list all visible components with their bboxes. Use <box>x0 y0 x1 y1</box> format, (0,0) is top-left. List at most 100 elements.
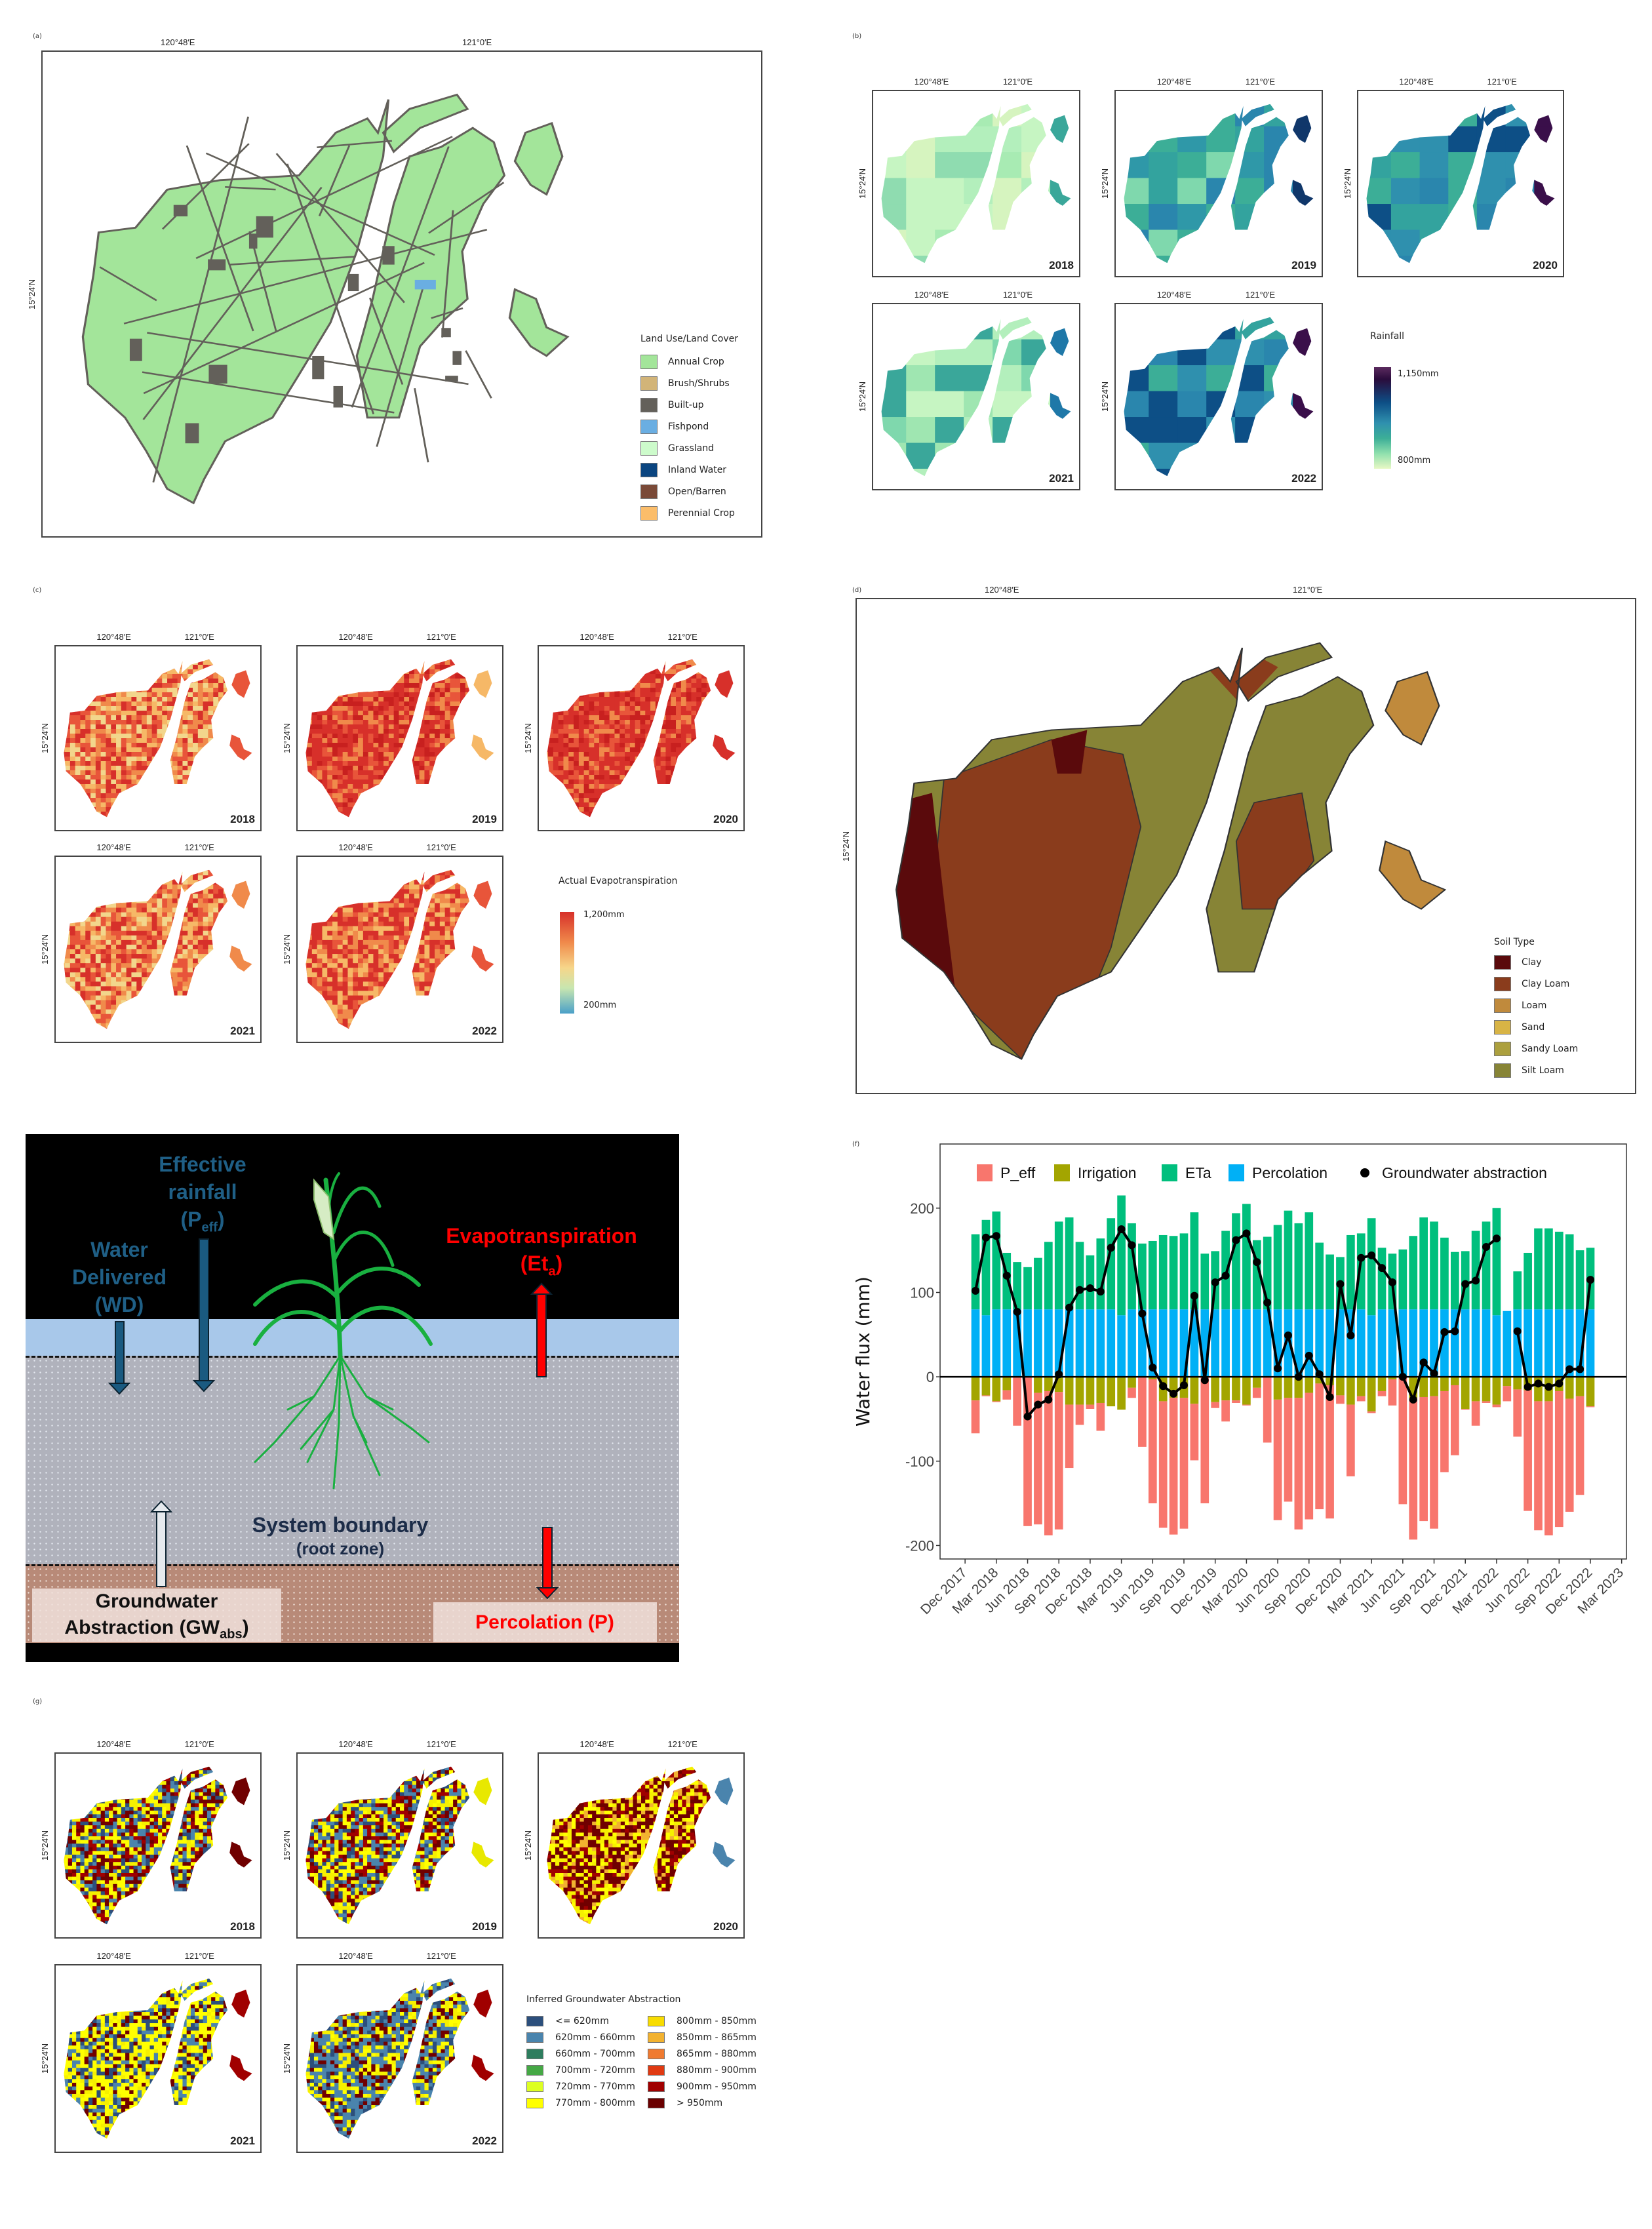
map-cell <box>604 669 610 675</box>
map-cell <box>116 660 122 665</box>
map-cell <box>696 747 702 753</box>
map-cell <box>213 659 219 661</box>
map-cell <box>439 743 446 748</box>
map-cell <box>384 711 389 716</box>
map-cell <box>208 729 214 734</box>
map-panel-2018: 120°48′E 121°0′E 15°24′N 2018 <box>40 632 262 831</box>
map-cell <box>547 770 549 776</box>
map-cell <box>322 706 328 711</box>
lat-label: 15°24′N <box>857 168 867 199</box>
map-cell <box>578 706 585 711</box>
map-cell <box>223 688 229 693</box>
map-cell <box>650 724 656 730</box>
map-cell <box>589 793 595 799</box>
map-cell <box>563 747 569 753</box>
map-cell <box>574 665 580 670</box>
map-cell <box>1293 339 1314 366</box>
map-cell <box>197 793 204 799</box>
map-cell <box>660 766 667 771</box>
map-cell <box>444 743 451 748</box>
map-cell <box>1419 229 1449 256</box>
map-cell <box>1149 468 1178 477</box>
map-cell <box>100 674 107 679</box>
map-cell <box>717 766 722 771</box>
map-cell <box>95 871 102 876</box>
map-cell <box>640 706 646 711</box>
map-cell <box>167 869 173 871</box>
map-cell <box>384 706 389 711</box>
map-cell <box>558 807 564 812</box>
map-cell <box>465 683 471 688</box>
map-cell <box>106 884 111 890</box>
map-cell <box>640 743 646 748</box>
map-cell <box>722 660 728 665</box>
map-cell <box>90 784 96 789</box>
map-cell <box>635 812 641 817</box>
map-cell <box>686 798 692 803</box>
map-cell <box>177 688 184 693</box>
map-cell <box>368 697 374 702</box>
map-cell <box>187 779 193 785</box>
map-cell <box>203 665 209 670</box>
map-cell <box>1264 229 1293 256</box>
map-cell <box>604 720 610 725</box>
lon-label: 121°0′E <box>667 632 698 642</box>
map-cell <box>589 674 595 679</box>
map-cell <box>228 807 235 812</box>
map-cell <box>583 659 590 661</box>
map-cell <box>136 821 142 826</box>
map-cell <box>197 729 204 734</box>
map-cell <box>1206 339 1236 366</box>
map-cell <box>481 715 486 720</box>
map-cell <box>680 816 687 818</box>
map-cell <box>1505 104 1535 127</box>
map-cell <box>146 880 153 885</box>
map-cell <box>368 747 374 753</box>
map-cell <box>404 734 410 739</box>
map-cell <box>167 784 173 789</box>
map-cell <box>342 679 349 684</box>
map-cell <box>645 816 651 818</box>
map-cell <box>701 766 707 771</box>
map-cell <box>574 660 580 665</box>
map-cell <box>307 757 313 762</box>
map-cell <box>717 752 722 757</box>
map-cell <box>80 706 86 711</box>
year-label: 2018 <box>230 813 255 825</box>
map-cell <box>106 752 111 757</box>
map-cell <box>172 711 178 716</box>
map-cell <box>244 674 250 679</box>
map-cell <box>244 757 250 762</box>
map-cell <box>475 711 481 716</box>
map-cell <box>151 660 158 665</box>
map-cell <box>90 747 96 753</box>
map-cell <box>65 807 71 812</box>
map-cell <box>881 317 907 340</box>
map-cell <box>388 669 395 675</box>
map-cell <box>162 692 168 698</box>
map-cell <box>322 816 328 818</box>
map-cell <box>151 697 158 702</box>
map-cell <box>706 711 713 716</box>
map-cell <box>665 674 671 679</box>
map-cell <box>193 807 199 812</box>
map-cell <box>1419 204 1449 231</box>
map-cell <box>248 747 252 753</box>
map-cell <box>197 798 204 803</box>
legend-title: Land Use/Land Cover <box>640 334 739 344</box>
map-cell <box>409 660 415 665</box>
map-cell <box>455 724 461 730</box>
map-cell <box>126 683 132 688</box>
map-cell <box>100 706 107 711</box>
map-cell <box>172 807 178 812</box>
map-cell <box>157 669 163 675</box>
map-cell <box>100 715 107 720</box>
map-cell <box>162 729 168 734</box>
map-cell <box>574 812 580 817</box>
map-cell <box>609 770 616 776</box>
map-cell <box>136 715 142 720</box>
map-cell <box>100 784 107 789</box>
map-cell <box>368 679 374 684</box>
map-cell <box>69 775 76 780</box>
map-cell <box>172 701 178 707</box>
